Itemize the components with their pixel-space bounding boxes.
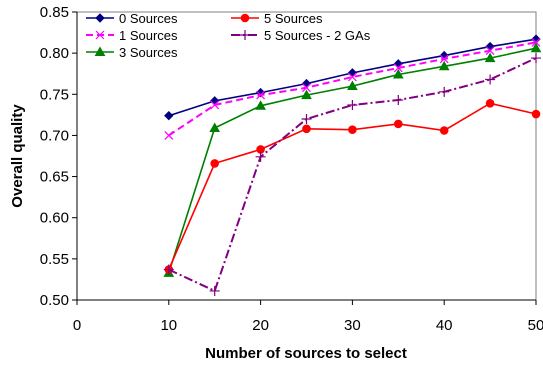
y-axis: 0.50 0.55 0.60 0.65 0.70 0.75 0.80 0.85 — [40, 4, 78, 309]
series-2 — [163, 42, 542, 277]
data-point — [209, 285, 220, 296]
data-point — [256, 90, 266, 100]
data-point — [393, 63, 403, 73]
y-tick-label: 0.75 — [40, 86, 69, 103]
data-point — [531, 53, 541, 64]
x-tick-label: 20 — [252, 317, 269, 334]
x-axis: 0 10 20 30 40 50 — [73, 299, 543, 334]
legend-label: 1 Sources — [119, 28, 178, 43]
series-line-1 — [168, 41, 537, 137]
series-1 — [164, 38, 541, 140]
data-point — [301, 89, 312, 100]
legend-entry: 1 Sources — [86, 28, 178, 43]
x-tick-label: 50 — [528, 317, 543, 334]
data-point — [531, 38, 541, 47]
data-point — [393, 95, 404, 106]
series-layer — [163, 34, 542, 296]
series-4 — [163, 53, 541, 296]
data-point — [210, 100, 220, 110]
data-point — [485, 99, 495, 108]
data-point — [210, 159, 219, 168]
x-tick-label: 10 — [160, 317, 177, 334]
x-axis-title: Number of sources to select — [205, 345, 407, 362]
y-axis-title: Overall quality — [9, 104, 26, 208]
y-tick-label: 0.85 — [40, 4, 69, 21]
data-point — [302, 124, 311, 134]
data-point — [485, 41, 495, 52]
y-tick-label: 0.50 — [40, 292, 69, 309]
data-point — [164, 131, 174, 140]
legend-marker — [240, 13, 250, 23]
data-point — [301, 78, 312, 89]
legend-label: 5 Sources — [264, 11, 323, 26]
data-point — [439, 86, 450, 97]
data-point — [530, 42, 542, 53]
legend-marker — [94, 46, 106, 56]
legend-entry: 0 Sources — [86, 11, 178, 26]
legend-marker — [95, 30, 105, 40]
y-tick-label: 0.80 — [40, 45, 69, 62]
data-point — [347, 80, 358, 91]
data-point — [394, 119, 403, 129]
data-point — [439, 54, 449, 64]
data-point — [485, 46, 495, 56]
data-point — [302, 83, 311, 93]
data-point — [255, 100, 266, 110]
legend-marker — [95, 13, 105, 23]
data-point — [301, 113, 312, 124]
legend-label: 5 Sources - 2 GAs — [264, 28, 371, 43]
legend-label: 0 Sources — [119, 11, 178, 26]
data-point — [348, 125, 357, 134]
legend: 0 Sources 1 Sources 3 Sources 5 Sources 5 So… — [86, 11, 371, 60]
y-tick-label: 0.55 — [40, 251, 69, 268]
data-point — [439, 126, 449, 135]
series-line-4 — [168, 57, 537, 293]
legend-entry: 3 Sources — [86, 45, 178, 60]
x-tick-label: 40 — [436, 317, 453, 334]
series-3 — [164, 99, 541, 274]
data-point — [392, 69, 404, 79]
data-point — [485, 74, 496, 85]
y-tick-label: 0.65 — [40, 169, 69, 186]
data-point — [531, 109, 541, 119]
data-point — [347, 99, 358, 110]
data-point — [163, 264, 174, 275]
legend-entry: 5 Sources — [231, 11, 323, 26]
x-tick-label: 0 — [73, 317, 81, 334]
legend-label: 3 Sources — [119, 45, 178, 60]
data-point — [484, 52, 496, 63]
y-tick-label: 0.60 — [40, 210, 69, 227]
legend-entry: 5 Sources - 2 GAs — [231, 28, 371, 43]
data-point — [164, 110, 174, 121]
y-tick-label: 0.70 — [40, 127, 69, 144]
data-point — [438, 60, 450, 71]
data-point — [347, 72, 357, 82]
x-tick-label: 30 — [344, 317, 361, 334]
data-point — [255, 151, 266, 162]
data-point — [209, 122, 221, 133]
legend-marker — [240, 30, 250, 40]
